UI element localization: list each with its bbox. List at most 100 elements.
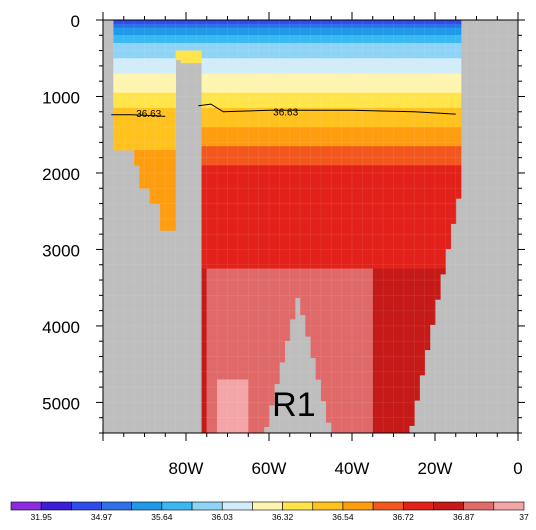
data-cell (222, 138, 228, 143)
data-cell (367, 318, 374, 323)
data-cell (310, 291, 317, 296)
data-cell (243, 62, 249, 67)
data-cell (362, 379, 368, 384)
data-cell (377, 31, 384, 36)
data-cell (336, 230, 343, 235)
data-cell (409, 123, 415, 128)
data-cell (305, 138, 311, 143)
data-cell (414, 92, 420, 97)
data-cell (367, 387, 374, 392)
data-cell (217, 146, 223, 151)
data-cell (170, 20, 177, 25)
data-cell (263, 188, 270, 193)
data-cell (284, 150, 291, 155)
data-cell (352, 169, 358, 174)
data-cell (289, 100, 296, 105)
data-cell (284, 280, 291, 285)
data-cell (367, 345, 374, 350)
data-cell (201, 107, 208, 113)
data-cell (232, 241, 239, 247)
data-cell (352, 287, 358, 292)
data-cell (248, 241, 254, 247)
data-cell (113, 23, 119, 29)
data-cell (170, 31, 177, 36)
data-cell (352, 314, 358, 319)
data-cell (362, 257, 368, 262)
data-cell (284, 195, 291, 201)
data-cell (243, 127, 249, 132)
data-cell (398, 241, 405, 247)
data-cell (393, 165, 400, 170)
data-cell (414, 226, 420, 231)
data-cell (346, 283, 353, 289)
data-cell (336, 379, 343, 384)
data-cell (383, 207, 389, 212)
data-cell (206, 337, 213, 342)
data-cell (201, 73, 208, 78)
data-cell (383, 35, 389, 40)
data-cell (352, 195, 358, 201)
data-cell (367, 104, 374, 109)
data-cell (154, 142, 161, 147)
data-cell (409, 387, 415, 392)
data-cell (118, 23, 125, 29)
data-cell (222, 215, 228, 220)
data-cell (357, 276, 363, 281)
data-cell (362, 222, 368, 227)
data-cell (160, 192, 166, 197)
data-cell (310, 85, 317, 90)
data-cell (377, 203, 384, 208)
data-cell (305, 218, 311, 224)
data-cell (263, 207, 270, 212)
data-cell (398, 35, 405, 40)
data-cell (294, 176, 301, 182)
data-cell (326, 134, 332, 139)
data-cell (320, 42, 327, 48)
data-cell (154, 192, 161, 197)
data-cell (263, 302, 270, 308)
data-cell (149, 54, 156, 59)
data-cell (134, 50, 140, 55)
data-cell (357, 180, 363, 185)
data-cell (227, 306, 234, 312)
data-cell (409, 329, 415, 334)
data-cell (409, 142, 415, 147)
data-cell (263, 402, 270, 407)
data-cell (237, 88, 244, 94)
data-cell (352, 81, 358, 86)
data-cell (331, 138, 337, 143)
data-cell (248, 421, 254, 426)
data-cell (341, 172, 348, 178)
data-cell (419, 130, 426, 136)
data-cell (367, 180, 374, 185)
data-cell (222, 188, 228, 193)
data-cell (217, 111, 223, 116)
data-cell (170, 54, 177, 59)
data-cell (409, 188, 415, 193)
data-cell (201, 169, 208, 174)
data-cell (248, 268, 254, 273)
data-cell (279, 50, 285, 55)
data-cell (232, 398, 239, 403)
data-cell (326, 192, 332, 197)
data-cell (398, 46, 405, 51)
data-cell (258, 92, 265, 97)
data-cell (206, 134, 213, 139)
data-cell (263, 172, 270, 178)
data-cell (170, 85, 177, 90)
data-cell (403, 394, 410, 399)
data-cell (170, 88, 177, 94)
data-cell (263, 150, 270, 155)
data-cell (393, 119, 400, 124)
data-cell (331, 299, 337, 304)
data-cell (388, 115, 394, 120)
data-cell (357, 23, 363, 29)
data-cell (289, 234, 296, 239)
data-cell (305, 81, 311, 86)
data-cell (269, 215, 275, 220)
data-cell (315, 58, 322, 63)
data-cell (383, 375, 389, 380)
data-cell (383, 306, 389, 312)
data-cell (222, 299, 228, 304)
data-cell (300, 31, 306, 36)
